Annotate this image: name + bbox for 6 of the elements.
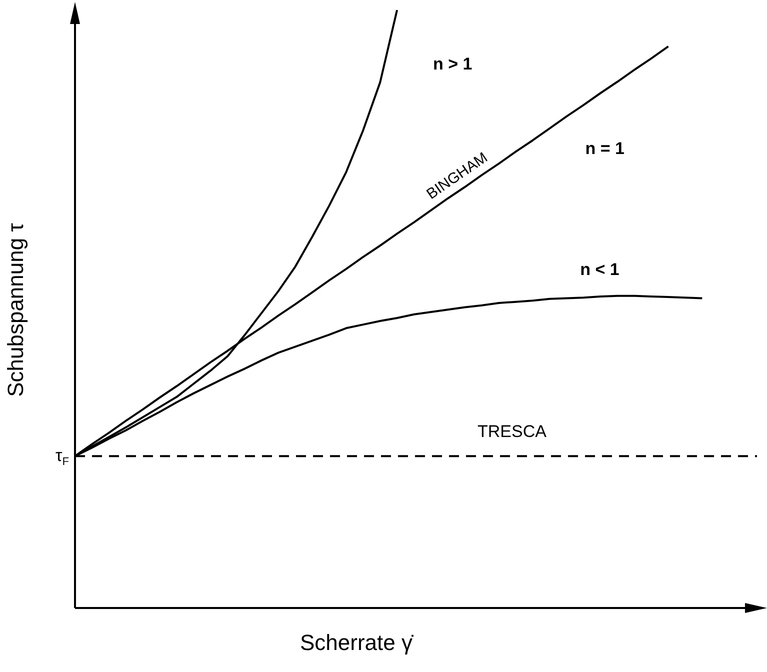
series-label: n < 1 [580, 260, 620, 279]
x-axis-title: Scherrate γ̇ [300, 630, 412, 656]
y-axis-title: Schubspannung τ [3, 223, 29, 397]
text: n > 1 [433, 54, 472, 74]
series-label: n = 1 [585, 139, 624, 158]
ref-line-label: TRESCA [478, 422, 548, 441]
